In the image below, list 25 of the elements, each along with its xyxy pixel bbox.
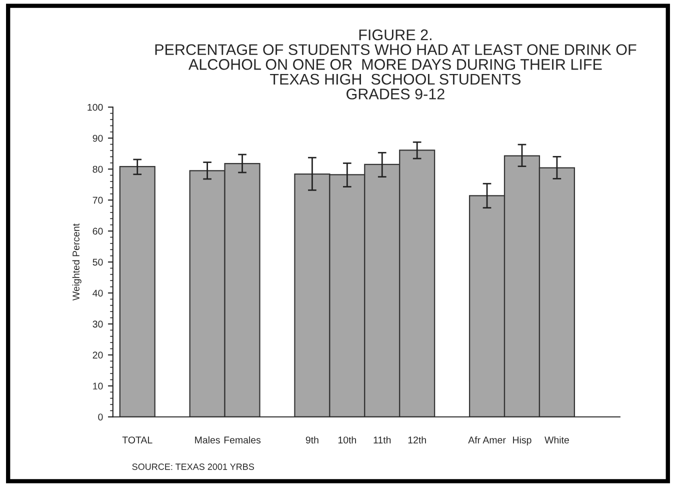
x-tick-label: Males xyxy=(195,436,220,444)
y-tick-label: 20 xyxy=(92,352,103,359)
y-tick-label: 0 xyxy=(98,414,103,420)
y-tick-label: 90 xyxy=(92,134,103,142)
x-tick-label: TOTAL xyxy=(122,436,152,444)
y-tick-label: 100 xyxy=(88,104,103,111)
y-tick-label: 50 xyxy=(92,258,103,266)
y-tick-label: 60 xyxy=(92,228,103,235)
x-tick-label: White xyxy=(544,436,569,444)
chart-title: FIGURE 2. PERCENTAGE OF STUDENTS WHO HAD AT LEAST ONE DRINK OF ALCOHOL ON ONE OR MORE DAYS DURING THEIR LIFE TEXAS HIGH SCHOOL STUDENTS GRADES 9-12 xyxy=(155,29,636,100)
x-tick-label: Afr Amer xyxy=(468,436,506,444)
y-tick-label: 10 xyxy=(93,382,103,390)
x-tick-label: 10th xyxy=(338,436,356,444)
source-note: SOURCE: TEXAS 2001 YRBS xyxy=(132,464,254,470)
bar xyxy=(119,166,156,417)
x-tick-label: Hisp xyxy=(513,436,532,446)
x-tick-label: 9th xyxy=(306,436,318,444)
y-tick-label: 70 xyxy=(92,196,103,204)
x-tick-label: 11th xyxy=(374,436,391,444)
y-tick-label: 40 xyxy=(92,290,103,297)
y-tick-label: 30 xyxy=(92,320,103,328)
y-tick-label: 80 xyxy=(92,166,103,173)
y-axis-title: Weighted Percent xyxy=(72,224,82,301)
x-tick-label: 12th xyxy=(408,436,426,444)
x-tick-label: Females xyxy=(224,436,261,444)
